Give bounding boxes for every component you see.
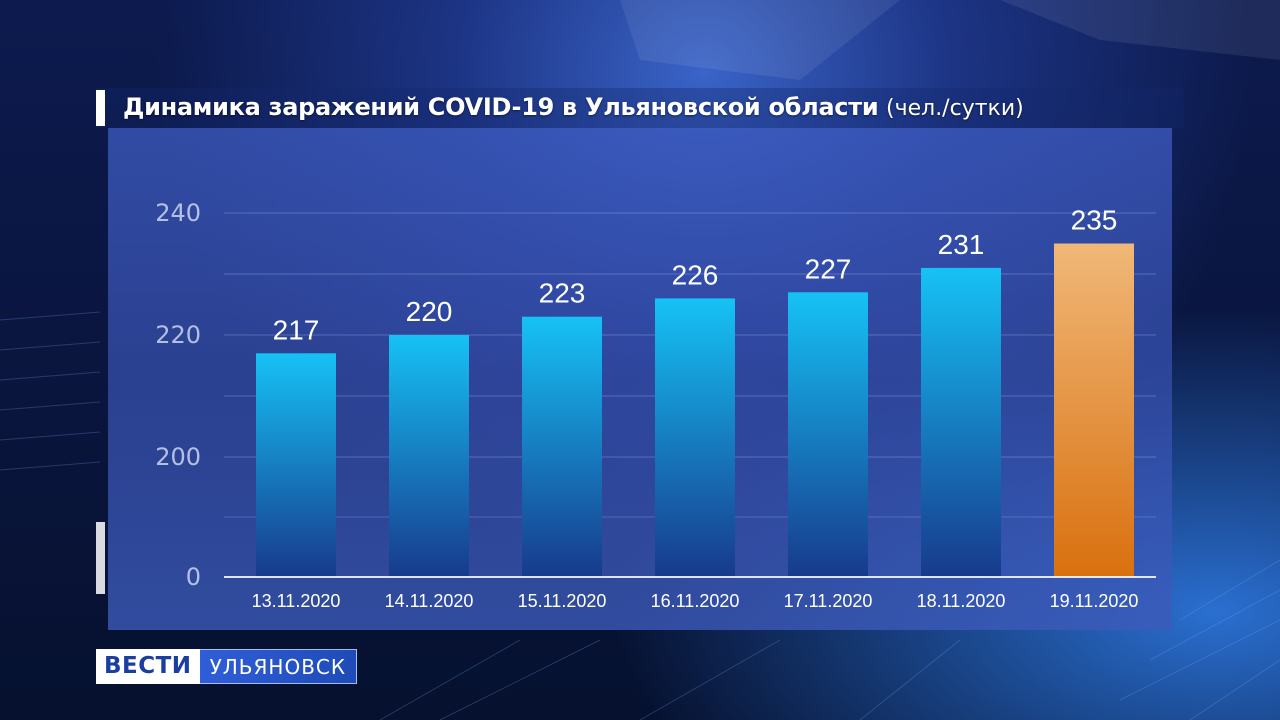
y-tick-label: 240 (155, 199, 201, 227)
chart-title-main: Динамика заражений COVID-19 в Ульяновско… (123, 93, 879, 121)
bar-value-label: 217 (273, 314, 320, 345)
bar-19.11.2020 (1054, 243, 1134, 577)
bar-15.11.2020 (522, 316, 602, 577)
title-accent (96, 90, 105, 126)
bar-value-label: 227 (805, 253, 852, 284)
x-tick-label: 16.11.2020 (651, 591, 740, 611)
logo-brand: ВЕСТИ (96, 649, 200, 684)
bar-value-label: 220 (406, 296, 453, 327)
x-tick-label: 19.11.2020 (1050, 591, 1139, 611)
x-tick-label: 17.11.2020 (784, 591, 873, 611)
title-bar (96, 88, 1184, 128)
logo-region: УЛЬЯНОВСК (199, 649, 358, 684)
y-tick-label: 220 (155, 321, 201, 349)
y-tick-label: 0 (186, 563, 201, 591)
x-tick-label: 14.11.2020 (385, 591, 474, 611)
y-tick-label: 200 (155, 443, 201, 471)
bar-value-label: 235 (1071, 205, 1118, 236)
bar-14.11.2020 (389, 335, 469, 577)
bar-13.11.2020 (256, 353, 336, 577)
channel-logo: ВЕСТИ УЛЬЯНОВСК (96, 649, 358, 684)
bar-18.11.2020 (921, 267, 1001, 577)
bar-value-label: 231 (938, 229, 985, 260)
x-tick-label: 15.11.2020 (518, 591, 607, 611)
left-accent (96, 522, 105, 594)
bar-17.11.2020 (788, 292, 868, 577)
bar-value-label: 226 (672, 259, 719, 290)
chart-title: Динамика заражений COVID-19 в Ульяновско… (123, 93, 1024, 121)
bar-16.11.2020 (655, 298, 735, 577)
x-tick-label: 18.11.2020 (917, 591, 1006, 611)
chart-title-unit: (чел./сутки) (886, 96, 1024, 121)
bar-value-label: 223 (539, 278, 586, 309)
x-tick-label: 13.11.2020 (252, 591, 341, 611)
